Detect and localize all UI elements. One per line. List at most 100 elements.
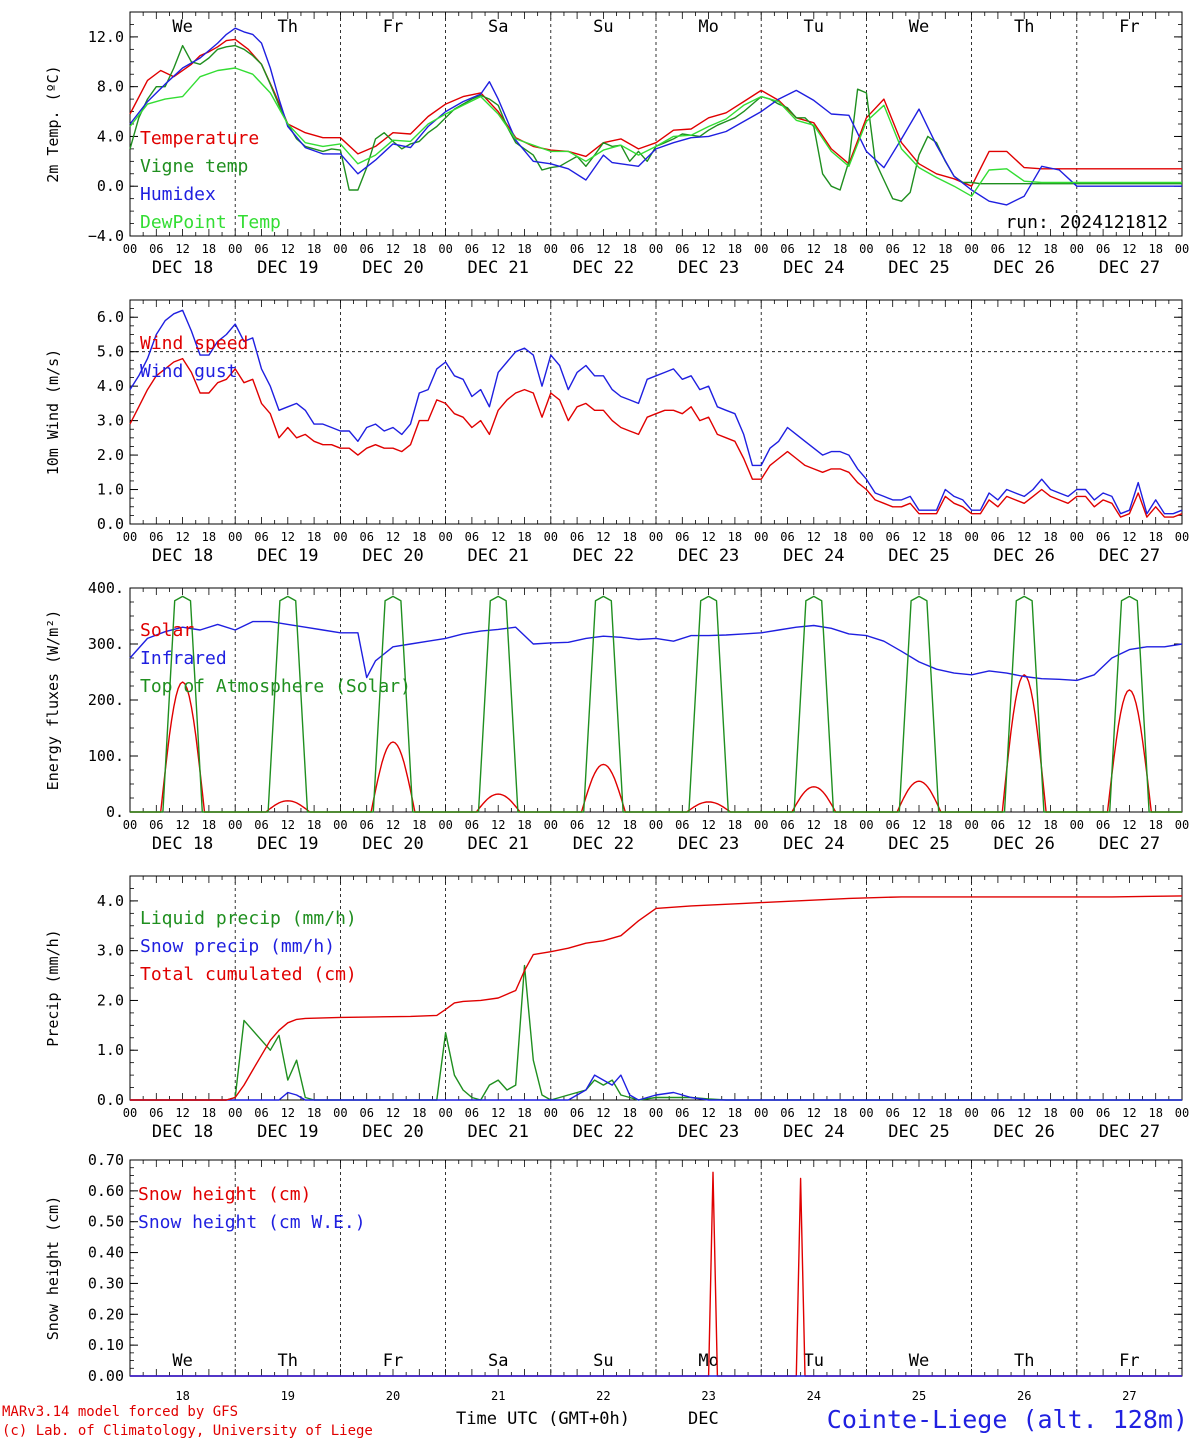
x-day-number: 20 xyxy=(386,1389,400,1403)
day-abbr-label: Su xyxy=(593,17,613,37)
x-date-label: DEC 19 xyxy=(257,546,318,566)
x-hour-label: 18 xyxy=(622,242,636,256)
x-hour-label: 06 xyxy=(1096,530,1110,544)
x-hour-label: 00 xyxy=(649,242,663,256)
x-hour-label: 18 xyxy=(202,530,216,544)
legend-entry: Humidex xyxy=(140,184,216,205)
x-hour-label: 00 xyxy=(859,818,873,832)
x-hour-label: 06 xyxy=(991,530,1005,544)
x-hour-label: 12 xyxy=(912,818,926,832)
x-hour-label: 00 xyxy=(1070,1106,1084,1120)
x-date-label: DEC 22 xyxy=(573,1122,634,1142)
y-axis-label: Snow height (cm) xyxy=(44,1196,62,1341)
x-hour-label: 18 xyxy=(1148,818,1162,832)
x-hour-label: 18 xyxy=(412,1106,426,1120)
x-hour-label: 00 xyxy=(754,530,768,544)
station-name: Cointe-Liege (alt. 128m) xyxy=(827,1405,1188,1434)
x-hour-label: 06 xyxy=(570,1106,584,1120)
x-hour-label: 18 xyxy=(1148,530,1162,544)
x-hour-label: 06 xyxy=(675,1106,689,1120)
y-tick-label: 0.50 xyxy=(88,1213,124,1231)
x-hour-label: 12 xyxy=(807,1106,821,1120)
x-hour-label: 18 xyxy=(622,818,636,832)
y-tick-label: 400. xyxy=(88,579,124,597)
x-date-label: DEC 25 xyxy=(888,258,949,278)
x-hour-label: 06 xyxy=(359,242,373,256)
day-abbr-label: Th xyxy=(1014,1351,1034,1371)
x-date-label: DEC 19 xyxy=(257,1122,318,1142)
x-date-label: DEC 21 xyxy=(467,546,528,566)
y-tick-label: 0.0 xyxy=(97,177,124,195)
x-hour-label: 00 xyxy=(544,530,558,544)
x-hour-label: 12 xyxy=(175,1106,189,1120)
x-hour-label: 18 xyxy=(517,530,531,544)
x-hour-label: 18 xyxy=(307,1106,321,1120)
x-hour-label: 18 xyxy=(517,242,531,256)
x-day-number: 27 xyxy=(1122,1389,1136,1403)
series-line-liquid-precip-mm-h- xyxy=(130,964,1182,1101)
y-tick-label: 4.0 xyxy=(97,377,124,395)
y-tick-label: −4.0 xyxy=(88,227,124,245)
footer-model: MARv3.14 model forced by GFS xyxy=(2,1404,238,1420)
day-abbr-label: Sa xyxy=(488,1351,508,1371)
legend-entry: Wind speed xyxy=(140,333,248,354)
x-date-label: DEC 18 xyxy=(152,1122,213,1142)
x-hour-label: 12 xyxy=(386,242,400,256)
y-tick-label: 3.0 xyxy=(97,412,124,430)
x-hour-label: 06 xyxy=(675,242,689,256)
x-hour-label: 00 xyxy=(649,530,663,544)
x-hour-label: 18 xyxy=(1043,1106,1057,1120)
x-hour-label: 06 xyxy=(885,242,899,256)
x-date-label: DEC 22 xyxy=(573,258,634,278)
x-hour-label: 18 xyxy=(622,530,636,544)
x-hour-label: 12 xyxy=(491,530,505,544)
x-hour-label: 00 xyxy=(438,818,452,832)
x-hour-label: 00 xyxy=(544,1106,558,1120)
y-tick-label: 2.0 xyxy=(97,446,124,464)
x-hour-label: 06 xyxy=(675,530,689,544)
x-hour-label: 18 xyxy=(202,818,216,832)
panel-temp: −4.0 0.0 4.0 8.0 12.0 2m Temp. (ºC) 00 06 12 18 00… xyxy=(44,11,1189,278)
panel-wind: 0.0 1.0 2.0 3.0 4.0 5.0 6.0 10m Wind (m/s) 00 06 1… xyxy=(44,299,1189,566)
x-date-label: DEC 22 xyxy=(573,834,634,854)
x-hour-label: 00 xyxy=(859,242,873,256)
day-abbr-label: We xyxy=(909,1351,929,1371)
x-date-label: DEC 27 xyxy=(1099,834,1160,854)
y-axis-label: 10m Wind (m/s) xyxy=(44,349,62,475)
series-line-wind-gust xyxy=(129,309,1183,515)
x-hour-label: 06 xyxy=(570,818,584,832)
x-hour-label: 12 xyxy=(386,1106,400,1120)
x-hour-label: 12 xyxy=(491,818,505,832)
day-abbr-label: Mo xyxy=(698,17,718,37)
x-day-number: 25 xyxy=(912,1389,926,1403)
x-hour-label: 18 xyxy=(307,818,321,832)
y-tick-label: 0.0 xyxy=(97,515,124,533)
x-date-label: DEC 26 xyxy=(993,546,1054,566)
panel-energy: 0. 100. 200. 300. 400. Energy fluxes (W/m²) 00… xyxy=(44,579,1189,854)
y-tick-label: 5.0 xyxy=(97,343,124,361)
x-hour-label: 18 xyxy=(833,818,847,832)
x-hour-label: 12 xyxy=(912,1106,926,1120)
x-date-label: DEC 18 xyxy=(152,546,213,566)
x-hour-label: 00 xyxy=(333,530,347,544)
x-date-label: DEC 24 xyxy=(783,834,844,854)
x-hour-label: 00 xyxy=(649,818,663,832)
x-hour-label: 18 xyxy=(1043,242,1057,256)
y-axis-label: Energy fluxes (W/m²) xyxy=(44,610,62,791)
x-hour-label: 18 xyxy=(1148,242,1162,256)
x-hour-label: 06 xyxy=(570,530,584,544)
x-date-label: DEC 21 xyxy=(467,258,528,278)
x-hour-label: 12 xyxy=(701,242,715,256)
x-day-number: 21 xyxy=(491,1389,505,1403)
day-abbr-label: Th xyxy=(278,17,298,37)
x-date-label: DEC 25 xyxy=(888,1122,949,1142)
x-hour-label: 06 xyxy=(465,242,479,256)
y-tick-label: 8.0 xyxy=(97,78,124,96)
x-date-label: DEC 25 xyxy=(888,834,949,854)
x-hour-label: 00 xyxy=(544,242,558,256)
day-abbr-label: Th xyxy=(278,1351,298,1371)
x-hour-label: 12 xyxy=(701,1106,715,1120)
x-hour-label: 06 xyxy=(991,818,1005,832)
x-date-label: DEC 24 xyxy=(783,258,844,278)
